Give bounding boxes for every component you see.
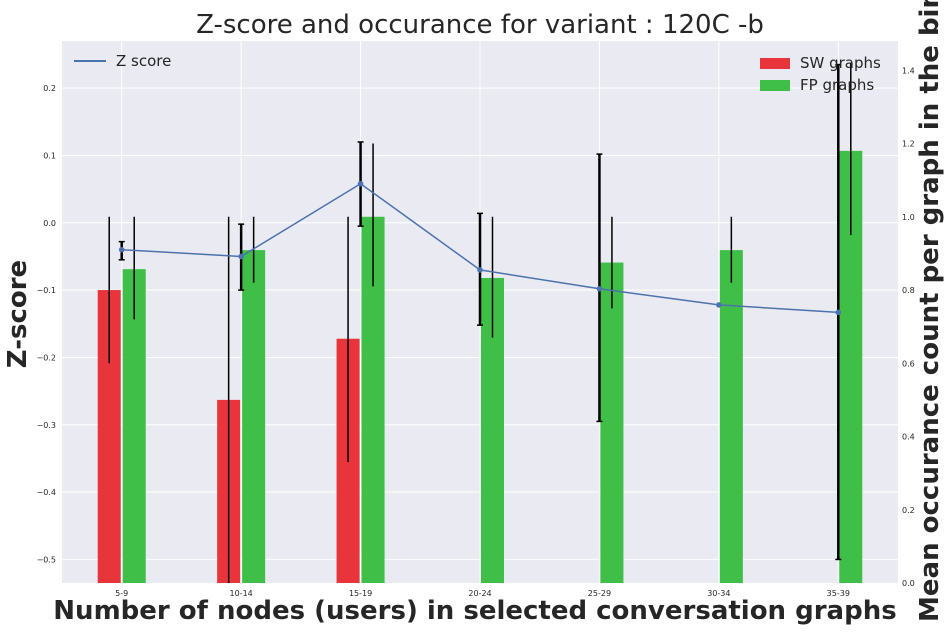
legend-zscore-label: Z score <box>116 52 172 70</box>
y-tick-label-right: 0.0 <box>902 579 915 588</box>
y-axis-label-right: Mean occurance count per graph in the bi… <box>915 0 945 622</box>
zscore-point <box>835 309 842 316</box>
x-tick-label: 25-29 <box>588 589 611 598</box>
y-tick-label-right: 0.2 <box>902 506 915 515</box>
y-tick-label-left: 0.0 <box>43 219 56 228</box>
fp-bar <box>600 262 624 583</box>
zscore-point <box>357 180 364 187</box>
x-tick-label: 35-39 <box>827 589 850 598</box>
y-tick-label-left: −0.3 <box>37 421 56 430</box>
x-tick-label: 10-14 <box>230 589 253 598</box>
x-tick-label: 5-9 <box>115 589 128 598</box>
sw-bar <box>97 290 121 583</box>
zscore-point <box>477 267 483 273</box>
y-tick-label-right: 0.8 <box>902 286 915 295</box>
y-tick-label-left: 0.1 <box>43 151 56 160</box>
y-tick-label-right: 1.0 <box>902 213 915 222</box>
legend-zscore: Z score <box>74 52 171 70</box>
x-tick-label: 30-34 <box>707 589 730 598</box>
legend-sw-label: SW graphs <box>800 54 881 72</box>
legend-sw-swatch <box>760 57 790 69</box>
chart-title: Z-score and occurance for variant : 120C… <box>196 10 764 40</box>
zscore-point <box>716 302 722 308</box>
legend-line-swatch <box>74 60 106 62</box>
legend-fp-label: FP graphs <box>800 76 875 94</box>
y-tick-label-left: −0.2 <box>37 353 56 362</box>
y-tick-label-right: 1.4 <box>902 66 915 75</box>
y-tick-label-right: 0.6 <box>902 359 915 368</box>
legend-bars: SW graphs FP graphs <box>760 52 881 96</box>
zscore-point <box>118 246 125 253</box>
y-axis-label-left: Z-score <box>3 259 33 369</box>
fp-bar <box>839 150 863 583</box>
fp-bar <box>481 277 504 583</box>
x-axis-label: Number of nodes (users) in selected conv… <box>53 596 897 626</box>
fp-bar <box>242 250 266 583</box>
y-tick-label-left: −0.1 <box>37 286 56 295</box>
fp-bar <box>122 269 146 583</box>
legend-fp-swatch <box>760 79 790 91</box>
fp-bar <box>719 250 743 583</box>
y-tick-label-left: −0.4 <box>37 488 56 497</box>
x-tick-label: 20-24 <box>468 589 491 598</box>
y-tick-label-right: 0.4 <box>902 433 915 442</box>
zscore-point <box>238 253 244 260</box>
x-tick-label: 15-19 <box>349 589 372 598</box>
y-tick-label-right: 1.2 <box>902 140 915 149</box>
y-tick-label-left: 0.2 <box>43 84 56 93</box>
zscore-point <box>596 285 603 292</box>
y-tick-label-left: −0.5 <box>37 555 56 564</box>
fp-bar <box>361 216 385 583</box>
